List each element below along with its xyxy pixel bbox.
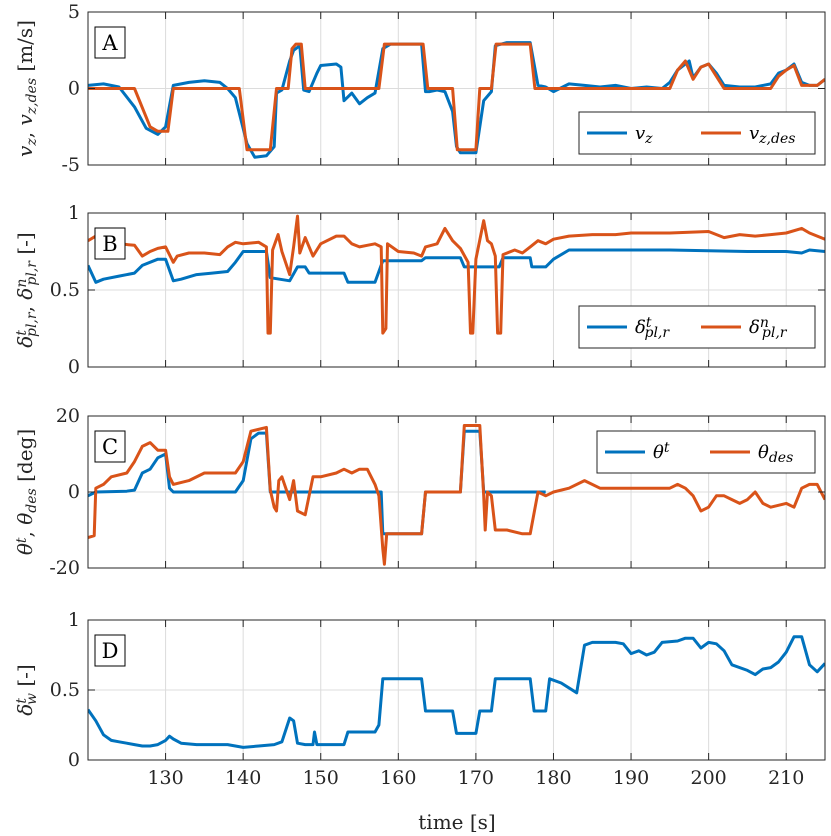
panel-letter: D [102,639,119,663]
y-tick-label: 0.5 [50,279,80,301]
x-tick-label: 150 [303,767,339,789]
panel-letter: C [102,435,118,459]
y-tick-label: 0 [68,749,80,771]
y-tick-label: 0 [68,356,80,378]
y-tick-label: -5 [61,154,80,176]
x-tick-label: 190 [613,767,649,789]
legend-label-1: θt [653,440,670,463]
panel-letter-box [94,634,126,667]
legend-label-1: δt pl,r [635,315,670,341]
y-tick-label: 0 [68,78,80,100]
panel-C: -20 0 20 Cθt, θdes [deg] θt θdes [13,405,826,579]
x-axis-label: time [s] [418,810,495,834]
y-tick-label: 1 [68,609,80,631]
legend-label-1: vz [635,123,653,147]
y-axis-label: δtpl,r, δnpl,r [-] [13,232,40,347]
y-tick-label: 0 [68,481,80,503]
x-tick-label: 170 [458,767,494,789]
legend: θt θdes [596,430,816,474]
legend-label-2: vz,des [749,123,795,147]
y-tick-label: 20 [56,405,80,427]
series-line-2 [88,214,825,335]
panel-letter-box [94,26,126,59]
legend: δt pl,r δn pl,r [578,305,816,349]
series-line-2 [88,42,825,152]
series-line-2 [88,424,825,566]
legend-label-2: δn pl,r [749,315,788,341]
y-tick-label: -20 [49,557,80,579]
legend: vz vz,des [578,111,816,155]
y-axis-label: vz, vz,des [m/s] [13,20,40,157]
y-tick-label: 1 [68,202,80,224]
y-tick-label: 5 [68,1,80,23]
x-tick-label: 180 [535,767,571,789]
series-line-1 [88,248,825,284]
x-tick-label: 160 [380,767,416,789]
series-line-1 [88,429,546,536]
x-tick-label: 140 [225,767,261,789]
y-axis-label: δtw [-] [13,664,40,715]
panel-letter-box [94,430,126,463]
panel-letter: B [102,232,117,256]
y-axis-label: θt, θdes [deg] [13,429,40,555]
y-tick-label: 0.5 [50,679,80,701]
series-line-1 [88,635,825,749]
panel-letter: A [101,31,118,55]
legend-box [578,111,816,155]
x-tick-label: 200 [690,767,726,789]
x-tick-label: 210 [768,767,804,789]
legend-label-2: θdes [758,442,793,466]
x-tick-label: 130 [147,767,183,789]
panel-letter-box [94,227,126,260]
